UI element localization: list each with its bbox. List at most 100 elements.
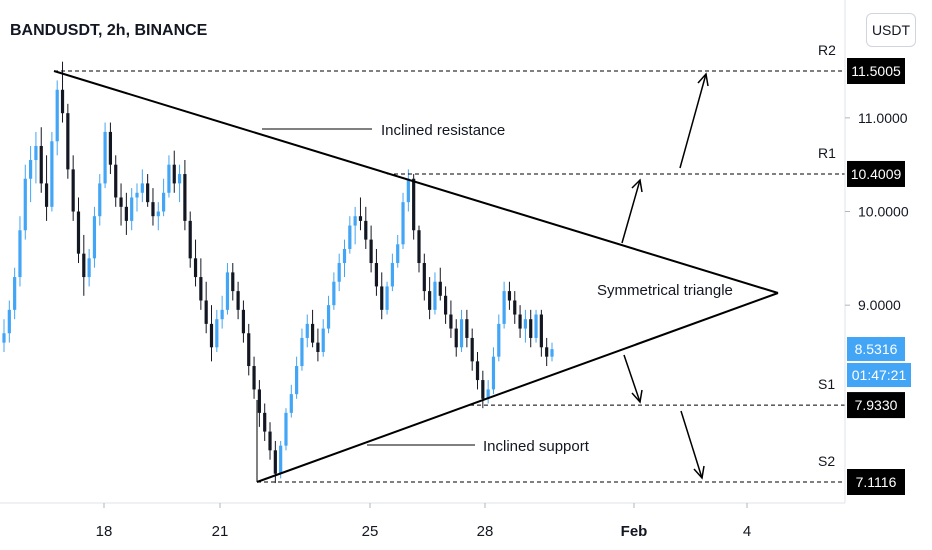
candle: [39, 127, 43, 193]
candlestick-series: [2, 61, 554, 484]
candle: [241, 300, 246, 343]
price-axis[interactable]: 11.0000 10.0000 9.0000: [845, 110, 909, 313]
candle: [486, 380, 490, 404]
level-name-r2: R2: [818, 42, 836, 58]
candle: [433, 272, 437, 315]
time-axis[interactable]: 18 21 25 28 Feb 4: [96, 503, 752, 540]
level-price-label-r2: 11.5005: [847, 58, 905, 84]
candle: [348, 216, 352, 254]
candle: [529, 309, 533, 348]
candle: [60, 61, 65, 123]
candle: [465, 309, 469, 348]
candle: [523, 309, 527, 343]
chart-title: BANDUSDT, 2h, BINANCE: [10, 22, 208, 39]
candle: [231, 263, 235, 301]
price-tick-label: 9.0000: [858, 297, 901, 313]
arrow-to-s1-head: [631, 389, 643, 404]
candle: [29, 145, 33, 203]
svg-text:7.1116: 7.1116: [856, 474, 897, 490]
time-tick-label: 25: [362, 523, 379, 540]
candle: [151, 188, 155, 226]
candle: [44, 155, 49, 221]
candle: [114, 155, 118, 207]
candle: [443, 286, 448, 324]
inclined-support-line: [256, 292, 779, 483]
candle: [162, 178, 166, 217]
candle: [103, 122, 107, 189]
level-price-label-s1: 7.9330: [847, 392, 905, 419]
candle: [358, 197, 363, 231]
candle: [23, 164, 27, 240]
candle: [172, 150, 176, 193]
arrow-to-s2: [680, 410, 703, 479]
candle: [470, 328, 474, 371]
candle: [82, 234, 86, 296]
candle: [55, 80, 59, 156]
svg-text:01:47:21: 01:47:21: [852, 367, 907, 383]
candle: [188, 211, 192, 268]
candle: [300, 328, 304, 371]
candle: [119, 183, 123, 226]
candle: [92, 206, 97, 268]
candle: [279, 440, 283, 479]
candle: [236, 281, 240, 320]
candle: [332, 272, 336, 310]
candle: [401, 192, 405, 249]
candle: [209, 305, 214, 362]
candle: [135, 183, 139, 212]
candle: [454, 319, 458, 357]
svg-text:8.5316: 8.5316: [855, 341, 898, 357]
price-tick-label: 11.0000: [858, 110, 908, 126]
candle: [199, 258, 203, 310]
candle: [507, 281, 512, 310]
candle: [252, 356, 256, 399]
candle: [66, 103, 70, 179]
arrow-to-s1: [623, 354, 641, 403]
candle: [316, 328, 320, 362]
candle: [310, 309, 315, 348]
bar-countdown-label: 01:47:21: [847, 363, 911, 388]
candle: [422, 253, 426, 301]
candle: [225, 263, 230, 315]
candle: [220, 295, 224, 329]
candle: [76, 197, 81, 264]
candle: [305, 314, 309, 348]
candle: [550, 342, 554, 362]
candle: [412, 174, 416, 240]
candle: [18, 216, 22, 287]
resistance-annotation: Inclined resistance: [381, 122, 505, 139]
candle: [518, 305, 522, 338]
candle: [34, 131, 38, 184]
candle: [124, 192, 128, 235]
projection-arrows: [621, 72, 709, 480]
currency-button[interactable]: USDT: [866, 13, 916, 47]
candle: [337, 253, 341, 292]
candle: [491, 347, 496, 395]
candle: [481, 370, 485, 409]
candle: [534, 309, 538, 343]
candle: [2, 319, 6, 352]
candle: [545, 337, 549, 367]
level-price-label-s2: 7.1116: [847, 469, 905, 495]
svg-text:10.4009: 10.4009: [851, 166, 902, 182]
arrow-to-r1-head: [631, 178, 643, 193]
time-tick-label: 4: [743, 523, 751, 540]
arrow-to-r2-head: [697, 72, 709, 87]
candle: [475, 351, 480, 390]
svg-text:11.5005: 11.5005: [851, 63, 901, 79]
candle: [369, 225, 373, 273]
candle: [167, 155, 171, 198]
candle: [87, 248, 91, 287]
time-tick-label: 18: [96, 523, 113, 540]
candle: [257, 380, 261, 427]
pattern-annotation: Symmetrical triangle: [597, 282, 733, 299]
candle: [385, 281, 389, 315]
candle: [459, 309, 464, 352]
candle: [539, 309, 543, 357]
time-tick-label: Feb: [621, 523, 648, 540]
candle: [146, 174, 150, 207]
candle: [513, 291, 517, 324]
candle: [263, 403, 267, 441]
candle: [342, 239, 347, 278]
